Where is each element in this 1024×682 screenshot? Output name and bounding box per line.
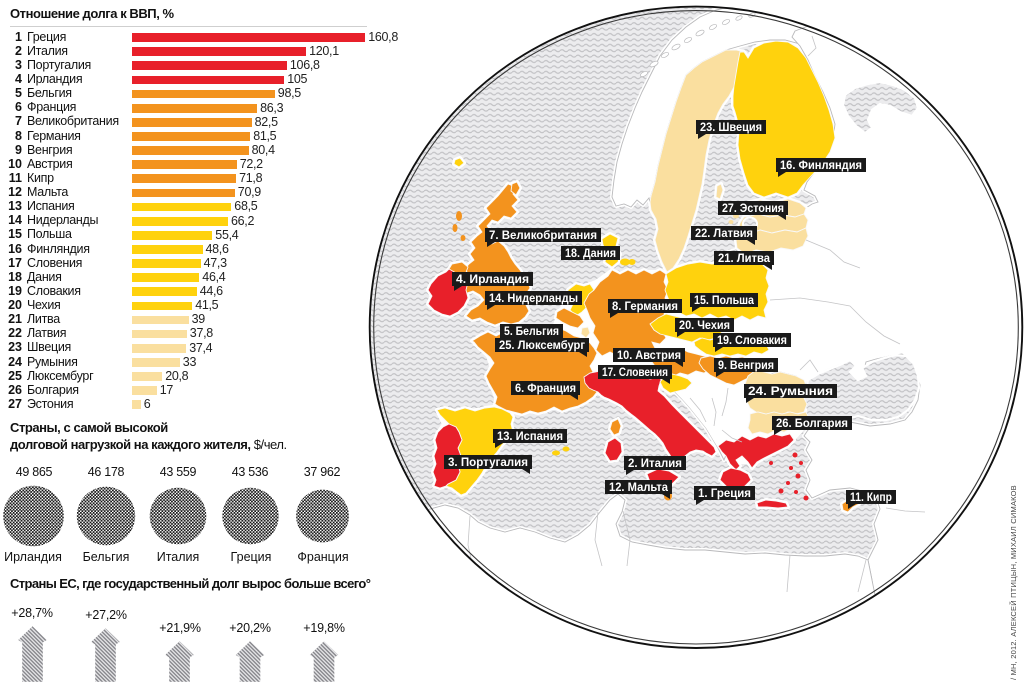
svg-text:7. Великобритания: 7. Великобритания [489, 228, 597, 242]
svg-text:5. Бельгия: 5. Бельгия [504, 324, 559, 338]
svg-text:22. Латвия: 22. Латвия [695, 226, 753, 240]
svg-text:13. Испания: 13. Испания [497, 429, 563, 443]
svg-text:9. Венгрия: 9. Венгрия [718, 358, 774, 372]
svg-text:1. Греция: 1. Греция [698, 486, 751, 500]
svg-text:3. Португалия: 3. Португалия [448, 455, 528, 469]
svg-text:19. Словакия: 19. Словакия [717, 333, 787, 347]
svg-text:18. Дания: 18. Дания [565, 246, 616, 260]
svg-text:11. Кипр: 11. Кипр [850, 490, 892, 504]
svg-text:15. Польша: 15. Польша [694, 293, 754, 307]
svg-text:2. Италия: 2. Италия [628, 456, 682, 470]
svg-text:17. Словения: 17. Словения [602, 365, 668, 379]
svg-text:21. Литва: 21. Литва [718, 251, 770, 265]
svg-text:26. Болгария: 26. Болгария [776, 416, 848, 430]
svg-text:16. Финляндия: 16. Финляндия [780, 158, 862, 172]
svg-text:12. Мальта: 12. Мальта [609, 480, 668, 494]
svg-text:4. Ирландия: 4. Ирландия [456, 272, 529, 286]
svg-text:27. Эстония: 27. Эстония [722, 201, 784, 215]
svg-text:25. Люксембург: 25. Люксембург [499, 338, 585, 352]
svg-text:14. Нидерланды: 14. Нидерланды [489, 291, 578, 305]
svg-text:8. Германия: 8. Германия [612, 299, 678, 313]
svg-text:10. Австрия: 10. Австрия [617, 348, 681, 362]
svg-text:20. Чехия: 20. Чехия [679, 318, 730, 332]
svg-text:/ МН, 2012. АЛЕКСЕЙ ПТИЦЫН, МИ: / МН, 2012. АЛЕКСЕЙ ПТИЦЫН, МИХАИЛ СИМАК… [1009, 485, 1018, 680]
svg-text:24. Румыния: 24. Румыния [748, 384, 833, 398]
svg-text:23. Швеция: 23. Швеция [700, 120, 762, 134]
svg-text:6. Франция: 6. Франция [515, 381, 576, 395]
